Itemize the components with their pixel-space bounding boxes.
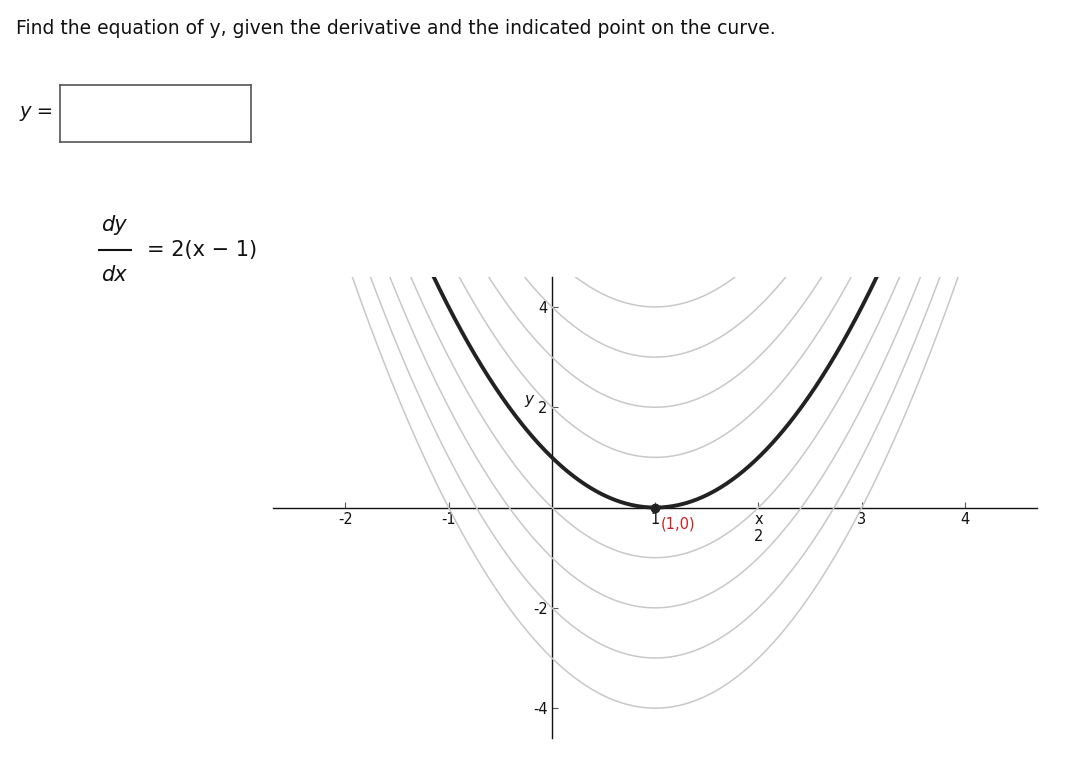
Text: dx: dx	[100, 265, 127, 285]
Text: y =: y =	[20, 102, 54, 121]
Text: Find the equation of y, given the derivative and the indicated point on the curv: Find the equation of y, given the deriva…	[16, 19, 776, 38]
Text: y: y	[524, 392, 533, 408]
Text: dy: dy	[100, 215, 127, 235]
Text: (1,0): (1,0)	[661, 517, 695, 531]
Text: = 2(x − 1): = 2(x − 1)	[147, 240, 258, 260]
